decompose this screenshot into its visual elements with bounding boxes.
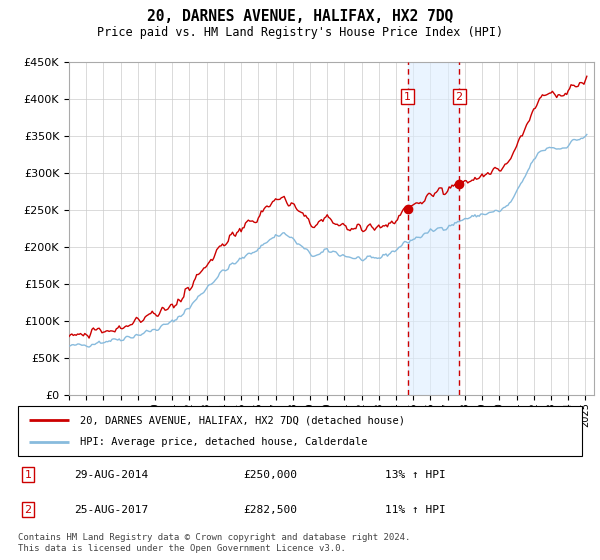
- Text: HPI: Average price, detached house, Calderdale: HPI: Average price, detached house, Cald…: [80, 437, 368, 447]
- Text: Contains HM Land Registry data © Crown copyright and database right 2024.
This d: Contains HM Land Registry data © Crown c…: [18, 533, 410, 553]
- Text: Price paid vs. HM Land Registry's House Price Index (HPI): Price paid vs. HM Land Registry's House …: [97, 26, 503, 39]
- Text: 25-AUG-2017: 25-AUG-2017: [74, 505, 149, 515]
- Text: 1: 1: [25, 470, 32, 479]
- Text: 1: 1: [404, 92, 411, 101]
- Text: 2: 2: [25, 505, 32, 515]
- Text: 11% ↑ HPI: 11% ↑ HPI: [385, 505, 445, 515]
- Text: 20, DARNES AVENUE, HALIFAX, HX2 7DQ (detached house): 20, DARNES AVENUE, HALIFAX, HX2 7DQ (det…: [80, 415, 405, 425]
- FancyBboxPatch shape: [18, 406, 582, 456]
- Text: 2: 2: [455, 92, 463, 101]
- Text: £250,000: £250,000: [244, 470, 298, 479]
- Text: 29-AUG-2014: 29-AUG-2014: [74, 470, 149, 479]
- Text: 13% ↑ HPI: 13% ↑ HPI: [385, 470, 445, 479]
- Text: 20, DARNES AVENUE, HALIFAX, HX2 7DQ: 20, DARNES AVENUE, HALIFAX, HX2 7DQ: [147, 9, 453, 24]
- Bar: [407, 62, 459, 395]
- Text: £282,500: £282,500: [244, 505, 298, 515]
